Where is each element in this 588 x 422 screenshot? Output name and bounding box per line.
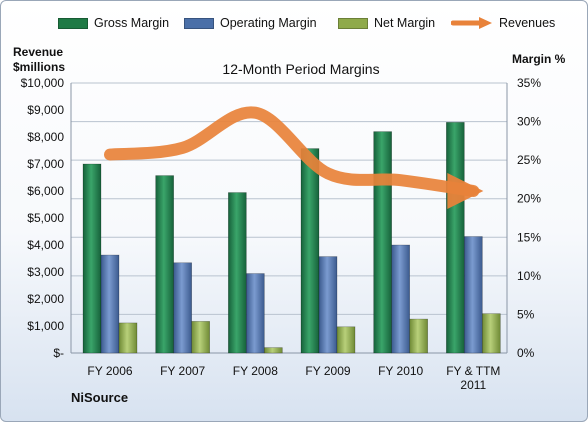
legend-label-gross: Gross Margin [94, 16, 170, 30]
legend: Gross Margin Operating Margin Net Margin… [1, 13, 587, 33]
bar-gross-margin [155, 175, 174, 354]
left-tick-label: $7,000 [27, 157, 64, 171]
bar-operating-margin [391, 244, 410, 354]
left-tick-label: $1,000 [27, 319, 64, 333]
bar-operating-margin [100, 254, 120, 354]
left-axis-title-line1: Revenue [13, 45, 64, 59]
bar-gross-margin [300, 148, 320, 354]
bar-operating-margin [246, 273, 265, 354]
left-tick-label: $10,000 [21, 76, 65, 90]
x-tick-label: FY 2008 [233, 364, 278, 378]
bar-operating-margin [464, 236, 483, 354]
left-tick-label: $6,000 [27, 184, 64, 198]
right-tick-label: 30% [517, 115, 541, 129]
bar-net-margin [264, 347, 283, 354]
bar-net-margin [482, 313, 501, 354]
left-tick-label: $3,000 [27, 265, 64, 279]
legend-arrow-icon [451, 17, 492, 29]
right-tick-label: 35% [517, 76, 541, 90]
left-tick-label: $- [53, 346, 64, 360]
right-tick-label: 15% [517, 230, 541, 244]
left-axis-title: Revenue $millions [13, 45, 65, 75]
bar-net-margin [118, 322, 138, 354]
left-tick-label: $4,000 [27, 238, 64, 252]
x-tick-label: FY & TTM [446, 364, 500, 378]
legend-revenues: Revenues [451, 13, 555, 33]
x-tick-label: 2011 [460, 378, 486, 392]
legend-operating-margin: Operating Margin [184, 13, 317, 33]
x-tick-label: FY 2007 [160, 364, 205, 378]
legend-swatch-operating [184, 17, 214, 29]
bar-net-margin [191, 321, 210, 354]
bar-gross-margin [228, 192, 247, 354]
right-tick-label: 10% [517, 269, 541, 283]
revenues-line [104, 106, 480, 197]
legend-gross-margin: Gross Margin [58, 13, 169, 33]
bar-net-margin [336, 326, 356, 354]
right-tick-label: 20% [517, 192, 541, 206]
legend-label-operating: Operating Margin [220, 16, 317, 30]
left-tick-label: $2,000 [27, 292, 64, 306]
bar-gross-margin [373, 131, 392, 354]
legend-swatch-net [338, 17, 368, 29]
bar-operating-margin [173, 262, 192, 354]
left-tick-label: $8,000 [27, 130, 64, 144]
x-tick-label: FY 2006 [87, 364, 132, 378]
right-tick-label: 0% [517, 346, 535, 360]
bar-gross-margin [82, 163, 102, 354]
left-axis-title-line2: $millions [13, 60, 66, 74]
bar-gross-margin [446, 122, 465, 354]
right-axis-title: Margin % [512, 52, 566, 66]
x-tick-label: FY 2009 [305, 364, 350, 378]
legend-label-revenues: Revenues [499, 16, 556, 30]
right-tick-label: 25% [517, 153, 541, 167]
legend-net-margin: Net Margin [338, 13, 435, 33]
left-tick-label: $9,000 [27, 103, 64, 117]
bar-operating-margin [318, 256, 338, 354]
legend-label-net: Net Margin [374, 16, 436, 30]
legend-swatch-gross [58, 17, 88, 29]
chart-title: 12-Month Period Margins [222, 61, 380, 77]
revenues-arrowhead [447, 173, 484, 209]
bar-net-margin [409, 318, 428, 354]
company-name: NiSource [71, 390, 129, 405]
x-tick-label: FY 2010 [378, 364, 423, 378]
right-tick-label: 5% [517, 307, 535, 321]
left-tick-label: $5,000 [27, 211, 64, 225]
